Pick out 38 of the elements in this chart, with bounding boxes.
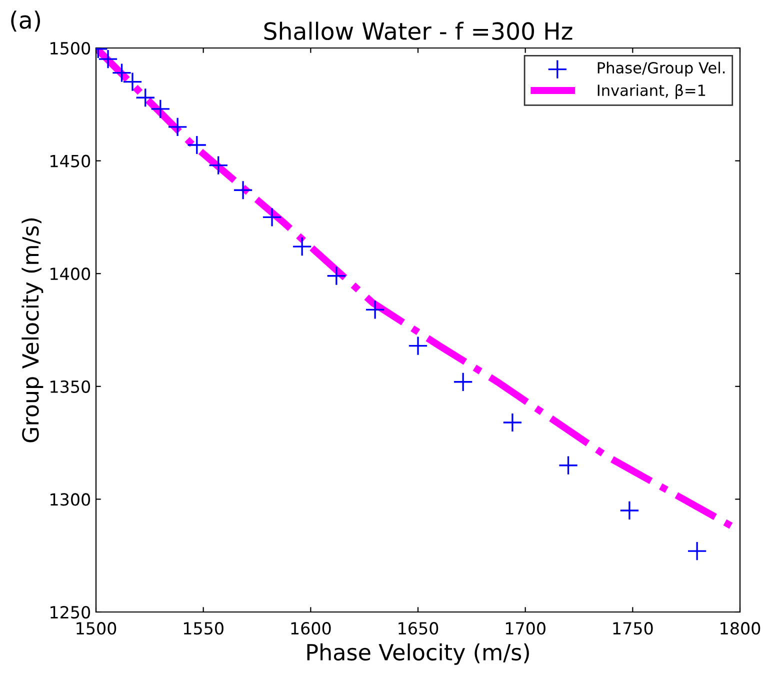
point [687,541,707,561]
legend-label: Invariant, β=1 [598,84,706,100]
x-tick-label: 1750 [613,622,653,635]
point [292,236,312,256]
x-tick-label: 1600 [291,622,331,635]
point [135,88,156,108]
x-tick-label: 1800 [720,622,760,635]
point [98,49,118,69]
point [208,155,228,176]
point [558,455,578,476]
y-axis-title: Group Velocity (m/s) [22,218,44,442]
y-tick-label: 1250 [50,606,90,619]
point [502,412,522,432]
legend-label: Phase/Group Vel. [598,62,725,77]
y-tick-label: 1300 [50,493,90,506]
point [365,300,385,320]
x-axis-title: Phase Velocity (m/s) [307,643,529,665]
point [262,207,282,228]
point [408,336,428,356]
chart-title: Shallow Water - f =300 Hz [264,22,572,40]
x-tick-label: 1700 [506,622,546,635]
x-tick-label: 1500 [76,622,116,635]
x-tick-label: 1650 [398,622,438,635]
x-tick-label: 1550 [184,622,224,635]
point [150,99,170,119]
point [453,372,473,392]
y-tick-label: 1450 [50,154,90,168]
point [122,72,142,92]
y-tick-label: 1500 [50,42,90,55]
point [168,117,188,137]
y-tick-label: 1400 [50,268,90,280]
point [326,266,346,286]
text: (a) [11,10,40,32]
point [233,180,253,200]
point [187,135,207,155]
y-tick-label: 1350 [50,380,90,393]
point [112,62,132,83]
point [620,500,640,520]
